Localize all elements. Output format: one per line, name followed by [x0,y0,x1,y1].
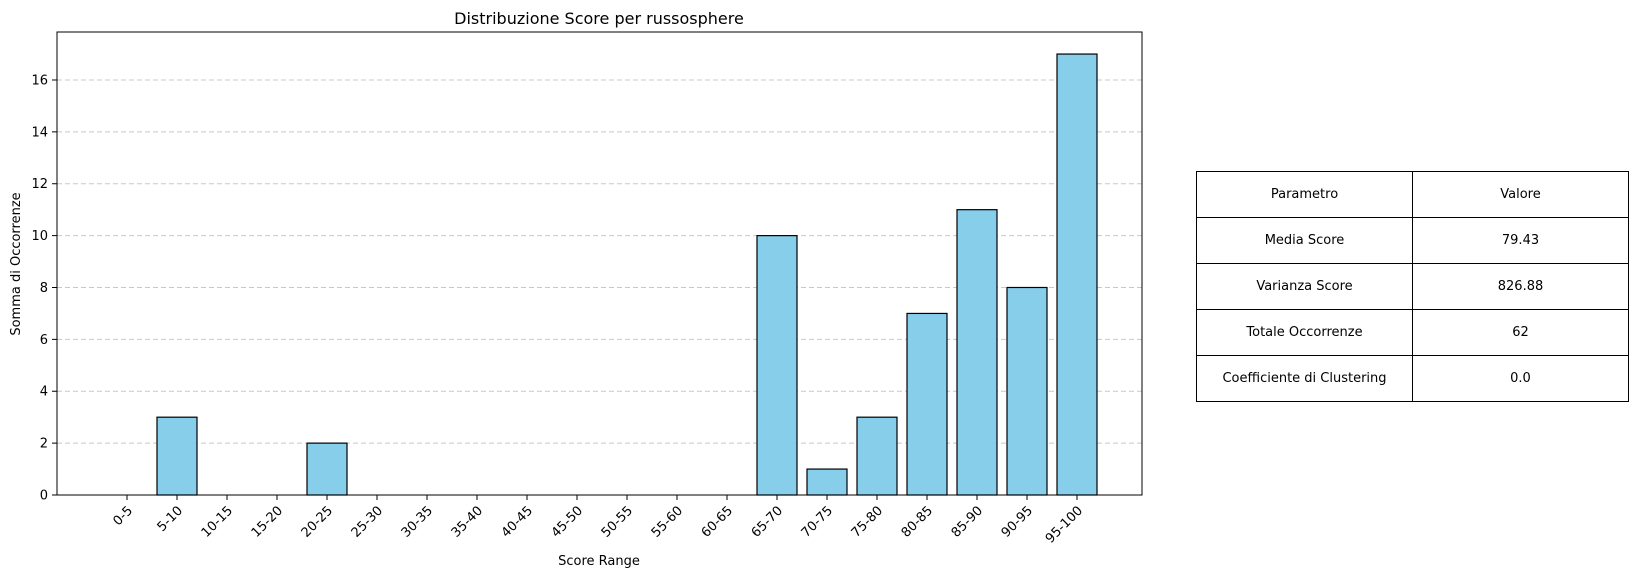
x-tick-label: 90-95 [999,503,1036,540]
y-tick-label: 12 [31,177,48,192]
x-tick-label: 0-5 [110,503,136,529]
y-tick-label: 8 [40,281,48,296]
x-axis-label: Score Range [558,554,640,569]
y-tick-label: 16 [31,73,48,88]
x-tick-label: 60-65 [699,503,736,540]
table-cell: 0.0 [1412,355,1629,402]
stats-table: Parametro Valore Media Score 79.43 Varia… [1196,171,1629,402]
table-cell: Media Score [1196,217,1413,264]
x-tick-label: 15-20 [249,503,286,540]
table-cell: 62 [1412,309,1629,356]
x-tick-label: 25-30 [349,503,386,540]
bar [756,235,798,496]
table-row: Media Score 79.43 [1196,217,1629,264]
y-tick-label: 0 [40,489,48,504]
y-tick-label: 4 [40,385,48,400]
x-tick-label: 55-60 [649,503,686,540]
x-tick-label: 70-75 [799,503,836,540]
bar [906,312,948,496]
y-tick-label: 14 [31,125,48,140]
x-tick-label: 65-70 [749,503,786,540]
x-tick-label: 45-50 [549,503,586,540]
x-tick-label: 35-40 [449,503,486,540]
x-tick-label: 10-15 [199,503,236,540]
table-cell: Totale Occorrenze [1196,309,1413,356]
x-tick-label: 85-90 [949,503,986,540]
bar [156,416,198,496]
x-axis-ticks: 0-5 5-10 10-15 15-20 20-25 25-30 30-35 35-40 40-… [110,495,1086,547]
x-tick-label: 30-35 [399,503,436,540]
table-header-cell: Parametro [1196,171,1413,218]
bars [156,53,1098,496]
y-tick-label: 10 [31,229,48,244]
x-tick-label: 95-100 [1043,503,1086,546]
x-tick-label: 20-25 [299,503,336,540]
y-tick-label: 6 [40,333,48,348]
table-cell: 79.43 [1412,217,1629,264]
bar [856,416,898,496]
table-cell: Varianza Score [1196,263,1413,310]
x-tick-label: 50-55 [599,503,636,540]
bar [1006,286,1048,496]
bar [1056,53,1098,496]
table-header-cell: Valore [1412,171,1629,218]
table-cell: 826.88 [1412,263,1629,310]
table-row: Varianza Score 826.88 [1196,263,1629,310]
plot-frame [56,31,1143,496]
table-row: Totale Occorrenze 62 [1196,309,1629,356]
x-tick-label: 40-45 [499,503,536,540]
bar [306,442,348,496]
x-tick-label: 75-80 [849,503,886,540]
table-header-row: Parametro Valore [1196,171,1629,218]
y-axis-label: Somma di Occorrenze [9,192,24,335]
y-tick-label: 2 [40,437,48,452]
bar [806,468,848,496]
x-tick-label: 5-10 [155,503,186,534]
table-cell: Coefficiente di Clustering [1196,355,1413,402]
y-axis-ticks: 0 2 4 6 8 10 12 14 16 [31,73,57,504]
table-row: Coefficiente di Clustering 0.0 [1196,355,1629,402]
bar [956,209,998,496]
x-tick-label: 80-85 [899,503,936,540]
chart-title: Distribuzione Score per russosphere [454,9,744,28]
